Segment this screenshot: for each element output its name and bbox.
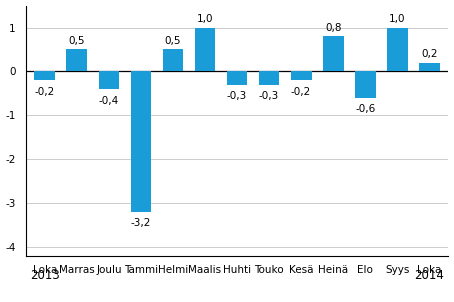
Text: 2013: 2013 [30,269,60,282]
Bar [291,71,311,80]
Bar [66,50,87,71]
Text: -0,3: -0,3 [259,91,279,101]
Text: -0,2: -0,2 [291,87,311,97]
Text: -0,4: -0,4 [99,95,119,106]
Bar [259,71,280,85]
Text: 0,8: 0,8 [325,23,341,33]
Bar [323,36,344,71]
Text: -3,2: -3,2 [131,218,151,229]
Bar [163,50,183,71]
Text: -0,6: -0,6 [355,104,375,114]
Bar [419,63,439,71]
Bar [355,71,375,98]
Text: -0,2: -0,2 [35,87,55,97]
Bar [35,71,55,80]
Text: 1,0: 1,0 [197,14,213,24]
Bar [131,71,151,212]
Bar [387,27,408,71]
Bar [227,71,247,85]
Text: 0,5: 0,5 [165,36,181,46]
Text: 1,0: 1,0 [389,14,405,24]
Text: 0,5: 0,5 [69,36,85,46]
Bar [99,71,119,89]
Text: 2014: 2014 [415,269,444,282]
Bar [195,27,216,71]
Text: 0,2: 0,2 [421,49,438,59]
Text: -0,3: -0,3 [227,91,247,101]
